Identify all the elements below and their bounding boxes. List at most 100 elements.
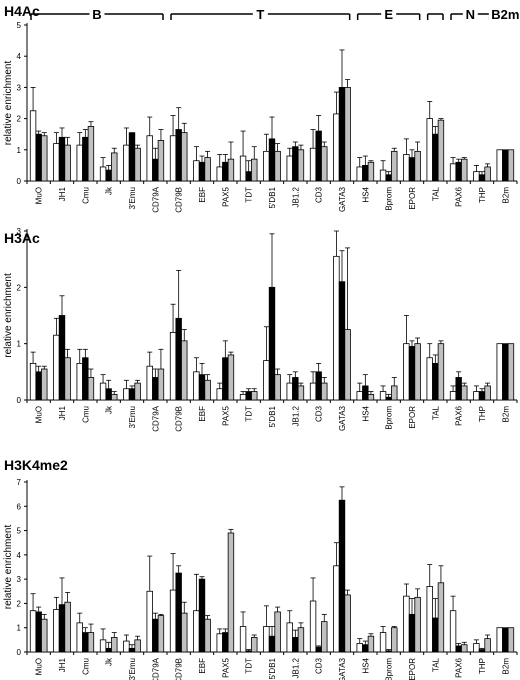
bracket-label-bg bbox=[252, 6, 268, 20]
x-tick-label: 3'Emu bbox=[128, 187, 137, 209]
bar-THP-1 bbox=[473, 171, 480, 182]
bar-THP-2 bbox=[478, 391, 486, 401]
bar-HS4-2 bbox=[362, 164, 369, 182]
y-tick-label: 2 bbox=[17, 283, 22, 292]
x-tick-label: TAL bbox=[431, 186, 440, 201]
bar-CD3-1 bbox=[309, 600, 317, 653]
bar-THP-3 bbox=[484, 638, 491, 653]
x-tick-label: EPOR bbox=[408, 658, 417, 680]
y-axis-label: relative enrichment bbox=[3, 61, 14, 146]
bar-B2m-1 bbox=[496, 149, 503, 182]
bar-B2m-3 bbox=[507, 343, 515, 401]
bar-5'DB1-3 bbox=[274, 374, 281, 401]
bar-THP-2 bbox=[478, 174, 486, 182]
bar-EBF-2 bbox=[198, 161, 206, 182]
x-tick-label: MuO bbox=[35, 187, 44, 204]
bar-CD3-3 bbox=[321, 621, 328, 653]
bar-Cmu-2 bbox=[82, 632, 89, 653]
bar-EPOR-1 bbox=[403, 595, 410, 653]
bar-JB1.2-2 bbox=[292, 146, 299, 182]
bar-Cmu-3 bbox=[87, 126, 95, 182]
bar-EBF-3 bbox=[204, 157, 211, 182]
bar-PAX6-3 bbox=[461, 385, 468, 401]
x-tick-label: Bprom bbox=[385, 658, 394, 680]
x-tick-label: Cmu bbox=[81, 187, 90, 204]
bar-TAL-3 bbox=[437, 119, 445, 182]
bracket-label-bg bbox=[462, 6, 478, 20]
x-tick-label: 5'DB1 bbox=[268, 405, 277, 427]
bar-B2m-2 bbox=[502, 149, 509, 182]
bar-5'DB1-1 bbox=[263, 626, 270, 653]
chart-panel-1: H4Ac relative enrichment 0 1 2 3 4 5 MuO JH1 Cmu Jk… bbox=[3, 3, 520, 213]
group-label: B bbox=[92, 7, 101, 22]
x-tick-label: CD79B bbox=[175, 406, 184, 432]
bar-JH1-1 bbox=[53, 143, 60, 182]
bar-TDT-2 bbox=[245, 650, 252, 653]
bar-EBF-1 bbox=[193, 371, 200, 401]
bar-Jk-1 bbox=[99, 639, 107, 653]
bar-GATA3-2 bbox=[338, 281, 346, 401]
bar-MuO-2 bbox=[35, 371, 42, 401]
bar-Bprom-1 bbox=[379, 169, 387, 182]
group-bracket-5: N bbox=[450, 6, 491, 22]
bar-EPOR-1 bbox=[403, 154, 410, 182]
bar-CD3-1 bbox=[309, 382, 317, 401]
x-tick-label: B2m bbox=[501, 658, 510, 675]
bar-CD3-2 bbox=[315, 646, 322, 653]
x-tick-label: JB1.2 bbox=[291, 405, 300, 426]
bar-5'DB1-2 bbox=[268, 286, 276, 401]
bar-CD79B-3 bbox=[181, 340, 188, 401]
bar-EPOR-3 bbox=[414, 150, 421, 182]
x-tick-label: THP bbox=[478, 658, 487, 674]
bar-MuO-1 bbox=[29, 362, 37, 401]
bar-PAX5-3 bbox=[227, 532, 235, 653]
bar-JH1-3 bbox=[64, 144, 71, 182]
bar-MuO-2 bbox=[35, 611, 42, 653]
group-label: E bbox=[384, 7, 393, 22]
y-tick-label: 1 bbox=[17, 146, 22, 155]
x-tick-label: GATA3 bbox=[338, 186, 347, 212]
chart-panel-3: H3K4me2 relative enrichment 0 1 2 3 4 5 6 7 MuO JH1… bbox=[3, 457, 518, 680]
bar-Cmu-1 bbox=[76, 362, 83, 401]
bar-5'DB1-2 bbox=[268, 138, 276, 182]
bar-PAX6-2 bbox=[455, 645, 462, 653]
group-label: N bbox=[466, 7, 475, 22]
bar-CD3-3 bbox=[321, 146, 328, 182]
bar-EBF-1 bbox=[193, 610, 200, 653]
bar-EPOR-2 bbox=[408, 157, 416, 182]
x-tick-label: THP bbox=[478, 187, 487, 203]
bar-EPOR-3 bbox=[414, 343, 421, 401]
bar-CD79B-2 bbox=[175, 317, 182, 401]
bar-CD79B-1 bbox=[169, 589, 177, 653]
bar-CD79A-1 bbox=[146, 590, 153, 653]
bar-5'DB1-3 bbox=[274, 611, 281, 653]
group-bracket-3: E bbox=[356, 6, 421, 22]
group-bracket-1: B bbox=[30, 6, 164, 22]
x-tick-label: TDT bbox=[245, 187, 254, 203]
bar-MuO-1 bbox=[29, 610, 37, 653]
x-tick-label: CD3 bbox=[315, 657, 324, 674]
bar-TAL-2 bbox=[432, 133, 439, 182]
bar-PAX5-1 bbox=[216, 633, 223, 653]
bar-GATA3-2 bbox=[338, 499, 346, 653]
bar-TAL-1 bbox=[426, 586, 433, 653]
bar-HS4-1 bbox=[356, 166, 363, 182]
y-tick-label: 4 bbox=[17, 52, 22, 61]
bar-B2m-1 bbox=[496, 343, 503, 401]
bar-JB1.2-3 bbox=[297, 385, 305, 401]
bar-Bprom-2 bbox=[385, 650, 392, 653]
y-tick-label: 3 bbox=[17, 575, 22, 584]
bar-3'Emu-1 bbox=[123, 640, 130, 653]
bar-Bprom-2 bbox=[385, 174, 392, 182]
bar-B2m-1 bbox=[496, 627, 503, 653]
x-tick-label: MuO bbox=[35, 658, 44, 675]
x-tick-label: GATA3 bbox=[338, 657, 347, 680]
bar-GATA3-1 bbox=[333, 255, 340, 401]
bar-THP-3 bbox=[484, 166, 491, 182]
bar-GATA3-1 bbox=[333, 113, 340, 182]
bar-TAL-1 bbox=[426, 357, 433, 401]
bar-CD79A-3 bbox=[157, 615, 165, 653]
bar-Bprom-3 bbox=[391, 150, 398, 182]
x-tick-label: TDT bbox=[245, 658, 254, 674]
x-tick-label: Jk bbox=[105, 186, 114, 195]
